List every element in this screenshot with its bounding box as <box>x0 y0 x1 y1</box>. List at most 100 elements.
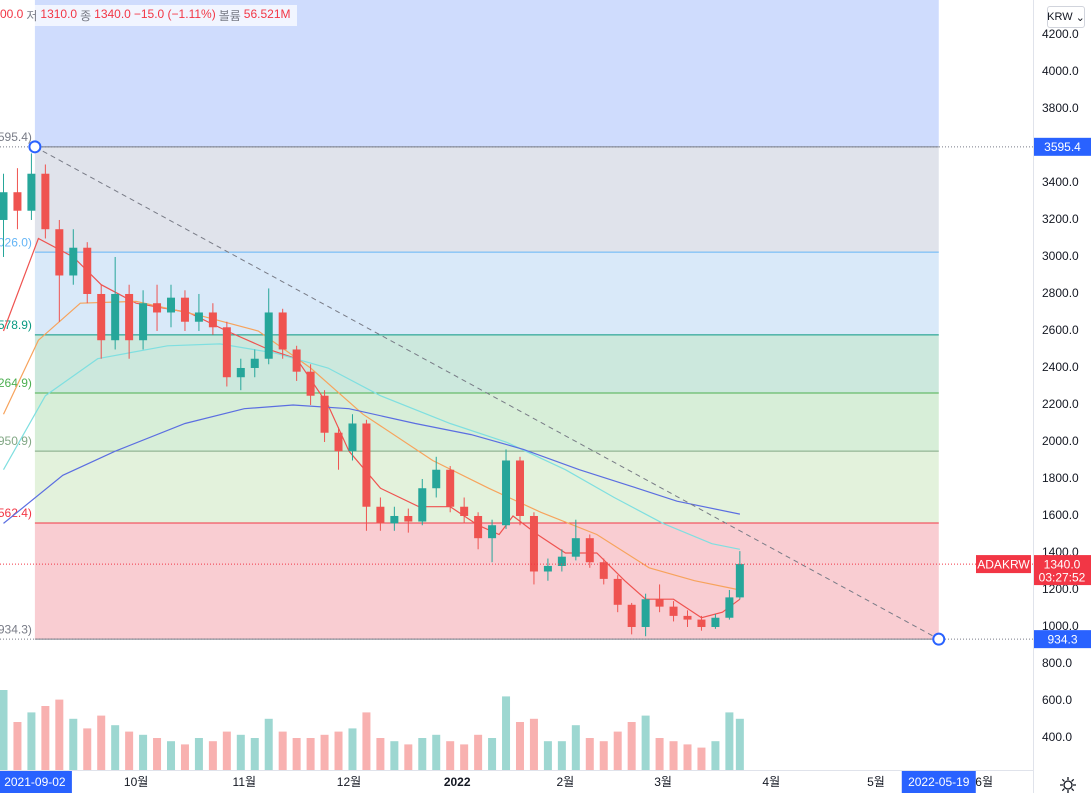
symbol-tag: ADAKRW <box>977 557 1030 571</box>
volume-bar <box>222 731 231 770</box>
candle-body <box>669 606 678 616</box>
y-tick-label: 800.0 <box>1042 656 1072 670</box>
volume-bar <box>306 738 315 770</box>
candle-body <box>529 515 538 572</box>
candle-body <box>111 293 120 341</box>
volume-bar <box>27 712 36 770</box>
volume-bar <box>474 734 483 770</box>
y-tick-label: 2400.0 <box>1042 360 1079 374</box>
candle-body <box>557 556 566 566</box>
trend-line <box>34 146 940 640</box>
y-tick-label: 1800.0 <box>1042 471 1079 485</box>
y-tick-label: 3200.0 <box>1042 212 1079 226</box>
candle-body <box>725 597 734 618</box>
volume-bar <box>683 744 692 770</box>
volume-bar <box>69 718 78 770</box>
candle-body <box>97 293 106 341</box>
candle-body <box>125 293 134 341</box>
candle-body <box>139 303 148 341</box>
y-tick-label: 2600.0 <box>1042 323 1079 337</box>
last-price-box <box>1034 555 1091 586</box>
volume-bar <box>585 738 594 770</box>
fib-level-label: (2578.9) <box>0 318 32 332</box>
candle-body <box>167 297 176 313</box>
volume-bar <box>97 715 106 770</box>
volume-bar <box>460 744 469 770</box>
ohlc-legend: 00.0 저 1310.0 종 1340.0 −15.0 (−1.11%) 볼륨 56.521… <box>0 5 297 26</box>
y-tick-label: 2000.0 <box>1042 434 1079 448</box>
currency-button[interactable]: KRW ⌄ <box>1047 6 1085 28</box>
volume-bar <box>362 712 371 770</box>
candle-body <box>697 619 706 627</box>
y-tick-label: 1600.0 <box>1042 508 1079 522</box>
y-tick-label: 1200.0 <box>1042 582 1079 596</box>
volume-bar <box>111 725 120 770</box>
volume-bar <box>711 741 720 770</box>
candle-body <box>432 469 441 489</box>
x-tick-label: 11월 <box>233 775 257 789</box>
x-tick-label: 10월 <box>124 775 148 789</box>
fib-zone <box>34 392 939 452</box>
volume-bar <box>735 718 744 770</box>
candle-body <box>641 599 650 627</box>
y-tick-label: 400.0 <box>1042 730 1072 744</box>
volume-bar <box>153 738 162 770</box>
legend-item: 종 <box>80 9 92 23</box>
candle-body <box>194 312 203 322</box>
volume-bar <box>167 741 176 770</box>
legend-item: 56.521M <box>243 7 291 21</box>
price-marker: 3595.4 <box>1044 140 1081 154</box>
candle-body <box>571 538 580 557</box>
candle-body <box>655 599 664 607</box>
price-marker-box <box>1034 137 1091 156</box>
volume-bar <box>627 722 636 770</box>
y-tick-label: 2800.0 <box>1042 286 1079 300</box>
candle-body <box>250 358 259 368</box>
volume-bar <box>180 744 189 770</box>
volume-bar <box>599 741 608 770</box>
price-marker-box <box>1034 630 1091 649</box>
candle-body <box>585 538 594 563</box>
volume-bar <box>320 734 329 770</box>
volume-bar <box>334 731 343 770</box>
settings-icon[interactable] <box>1058 775 1078 793</box>
volume-bar <box>390 741 399 770</box>
candle-body <box>306 371 315 396</box>
candle-body <box>320 395 329 433</box>
volume-bar <box>613 731 622 770</box>
fib-level-label: (934.3) <box>0 622 32 636</box>
volume-bar <box>55 699 64 770</box>
fib-zone <box>34 252 939 335</box>
volume-bar <box>13 722 22 770</box>
volume-bar <box>125 731 134 770</box>
volume-bar <box>41 706 50 770</box>
candle-body <box>292 349 301 372</box>
candle-body <box>515 460 524 516</box>
candle-body <box>735 564 744 598</box>
fib-level-label: (3595.4) <box>0 130 32 144</box>
x-tick-label: 2022 <box>444 775 471 789</box>
candle-body <box>13 192 22 211</box>
x-tick-label: 12월 <box>337 775 361 789</box>
x-tick-label: 4월 <box>762 775 780 789</box>
volume-bar <box>83 728 92 770</box>
anchor-point <box>28 140 42 154</box>
volume-bar <box>529 718 538 770</box>
y-tick-label: 2200.0 <box>1042 397 1079 411</box>
candle-body <box>348 423 357 452</box>
volume-bar <box>194 738 203 770</box>
volume-bar <box>278 731 287 770</box>
candle-body <box>474 515 483 539</box>
candle-body <box>69 247 78 276</box>
moving-average <box>3 404 741 524</box>
candle-body <box>153 303 162 313</box>
y-tick-label: 4000.0 <box>1042 64 1079 78</box>
x-tick-label: 3월 <box>654 775 672 789</box>
moving-average <box>2 343 741 550</box>
date-marker: 2022-05-19 <box>908 775 970 789</box>
last-price-label: 1340.0 <box>1044 557 1081 571</box>
volume-bar <box>641 715 650 770</box>
countdown: 03:27:52 <box>1039 570 1086 584</box>
volume-bar <box>208 741 217 770</box>
